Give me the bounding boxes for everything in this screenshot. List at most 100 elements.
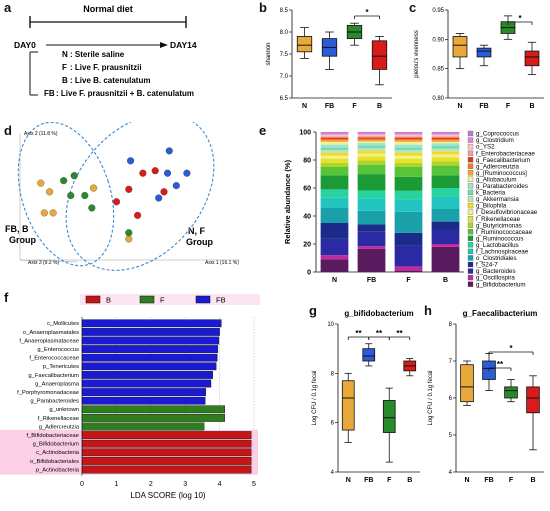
lda-bar-label: g_Anaeroplasma [35, 381, 80, 387]
legend-swatch [467, 163, 474, 169]
legend-label: g_[Ruminococcus] [476, 170, 527, 177]
pcoa-point-N [90, 184, 98, 192]
stack-segment [394, 140, 423, 142]
stack-segment [357, 138, 386, 141]
lda-bar [81, 336, 220, 345]
legend-label: g_Akkermansia [476, 196, 519, 203]
stack-segment [320, 158, 349, 163]
stack-segment [394, 134, 423, 137]
stack-segment [394, 144, 423, 148]
x-tick-label: B [530, 477, 535, 484]
lda-bar-label: p_Actinobacteria [36, 467, 80, 473]
lda-bar [81, 413, 225, 422]
pcoa-point-B [151, 167, 159, 175]
x-tick-label: F [406, 277, 411, 284]
lda-bar-label: g_Adlercreutzia [39, 424, 80, 430]
stack-segment [394, 245, 423, 267]
stack-segment [357, 190, 386, 199]
legend-label: FB [216, 296, 226, 305]
stack-segment [394, 158, 423, 163]
group2-line1: N, F [188, 226, 206, 236]
stack-segment [357, 210, 386, 225]
x-tick-label: N [346, 477, 351, 484]
stack-segment [320, 134, 349, 137]
legend-label: g_Butyricimonas [476, 222, 522, 229]
legend-swatch [467, 248, 474, 255]
legend-label: g_Lactobacillus [476, 242, 519, 249]
box-B [526, 386, 540, 414]
lda-bar [81, 448, 252, 457]
x-tick-label: N [457, 103, 462, 110]
lda-bar [81, 345, 219, 354]
box-N [296, 36, 313, 53]
pcoa-point-N [49, 209, 57, 217]
stack-segment [357, 153, 386, 157]
x-tick-label: B [443, 277, 448, 284]
legend-swatch [467, 229, 474, 235]
stack-segment [394, 153, 423, 156]
bifido-svg: g_bifidobacterium 4 6 8 10 Log CFU / 0.1g fec… [312, 309, 420, 484]
lda-chart: B F FB 0 1 2 3 4 5 c_Mollicutes o_Anaeroplasmatale… [0, 290, 305, 506]
stack-segment [320, 189, 349, 198]
legend-label: o_YS2 [476, 144, 495, 151]
lda-bar [81, 405, 225, 414]
cluster-ellipse-n-f [65, 113, 215, 271]
lda-bar-label: g_unknown [49, 407, 79, 413]
y-tick-label: 4 [331, 470, 335, 476]
stack-segment [320, 167, 349, 176]
stack-segment [431, 188, 460, 197]
legend-label: g_Ruminococcus [476, 235, 523, 242]
panel-label-c: c [409, 0, 417, 15]
day-arrow-head [160, 42, 168, 48]
lda-bar-label: g_Parabacteroides [30, 399, 79, 405]
legend-swatch [467, 143, 474, 150]
legend-swatch [467, 261, 474, 268]
legend-label: g_Parabacteroides [476, 183, 528, 190]
pcoa-point-FB [183, 169, 191, 177]
stack-segment [357, 141, 386, 143]
legend-label: g_Allobaculum [476, 176, 517, 183]
sig-star: ** [396, 329, 403, 338]
group-legend: N : Sterile saline F : Live F. prausnitz… [44, 50, 194, 98]
pcoa-point-B [125, 185, 133, 193]
pcoa-point-F [67, 191, 75, 200]
pcoa-point-F [88, 204, 96, 212]
stack-segment [394, 266, 423, 271]
lda-bar [81, 431, 252, 439]
stack-segment [357, 137, 386, 139]
panel-label-b: b [259, 0, 267, 15]
x-tick-label: FB [364, 477, 373, 484]
stack-segment [320, 197, 349, 208]
stack-segment [431, 221, 460, 230]
pcoa-point-FB [127, 157, 135, 165]
group-desc-f: : Live F. prausnitzii [70, 63, 142, 72]
x-tick-label: FB [479, 103, 488, 110]
lda-bar-label: c_Actinobacteria [36, 450, 80, 456]
lda-bar-label: f_Rikenellaceae [38, 416, 79, 422]
legend-swatch [467, 189, 474, 196]
legend-swatch-F [139, 295, 155, 304]
group-code-fb: FB [44, 89, 55, 98]
pcoa-point-FB [163, 169, 172, 177]
panel-label-g: g [309, 303, 317, 318]
x-tick-label: 0 [80, 481, 84, 488]
legend-swatch [467, 157, 474, 163]
y-tick-label: 100 [299, 130, 311, 137]
x-tick-label: 2 [149, 481, 153, 488]
stack-segment [431, 141, 460, 144]
stack-segment [320, 259, 349, 272]
y-tick-label: 60 [303, 186, 311, 193]
stack-segment [431, 139, 460, 141]
pcoa-point-FB [155, 194, 163, 202]
stack-segment [431, 134, 460, 137]
stack-segment [394, 232, 423, 246]
lda-bar-label: f_Porphyromonadaceae [17, 390, 79, 396]
stack-segment [394, 147, 423, 151]
box-F [504, 386, 518, 399]
stack-segment [320, 175, 349, 190]
stack-segment [431, 132, 460, 134]
lda-bar-label: o_Anaeroplasmatales [23, 330, 79, 336]
stack-segment [394, 176, 423, 191]
x-tick-label: 5 [252, 481, 256, 488]
stack-segment [320, 136, 349, 138]
